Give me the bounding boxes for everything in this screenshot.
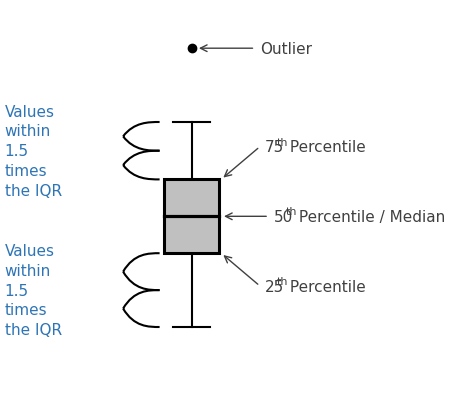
Text: Values
within
1.5
times
the IQR: Values within 1.5 times the IQR — [5, 243, 61, 337]
Text: th: th — [285, 207, 296, 217]
Text: Percentile / Median: Percentile / Median — [294, 209, 445, 224]
Text: Values
within
1.5
times
the IQR: Values within 1.5 times the IQR — [5, 104, 61, 198]
Text: th: th — [276, 137, 287, 147]
Text: th: th — [276, 276, 287, 286]
Text: Percentile: Percentile — [285, 279, 365, 294]
Bar — [164, 180, 218, 254]
Text: Outlier: Outlier — [259, 42, 311, 56]
Text: 75: 75 — [264, 140, 283, 155]
Text: Percentile: Percentile — [285, 140, 365, 155]
Text: 50: 50 — [273, 209, 292, 224]
Text: 25: 25 — [264, 279, 283, 294]
